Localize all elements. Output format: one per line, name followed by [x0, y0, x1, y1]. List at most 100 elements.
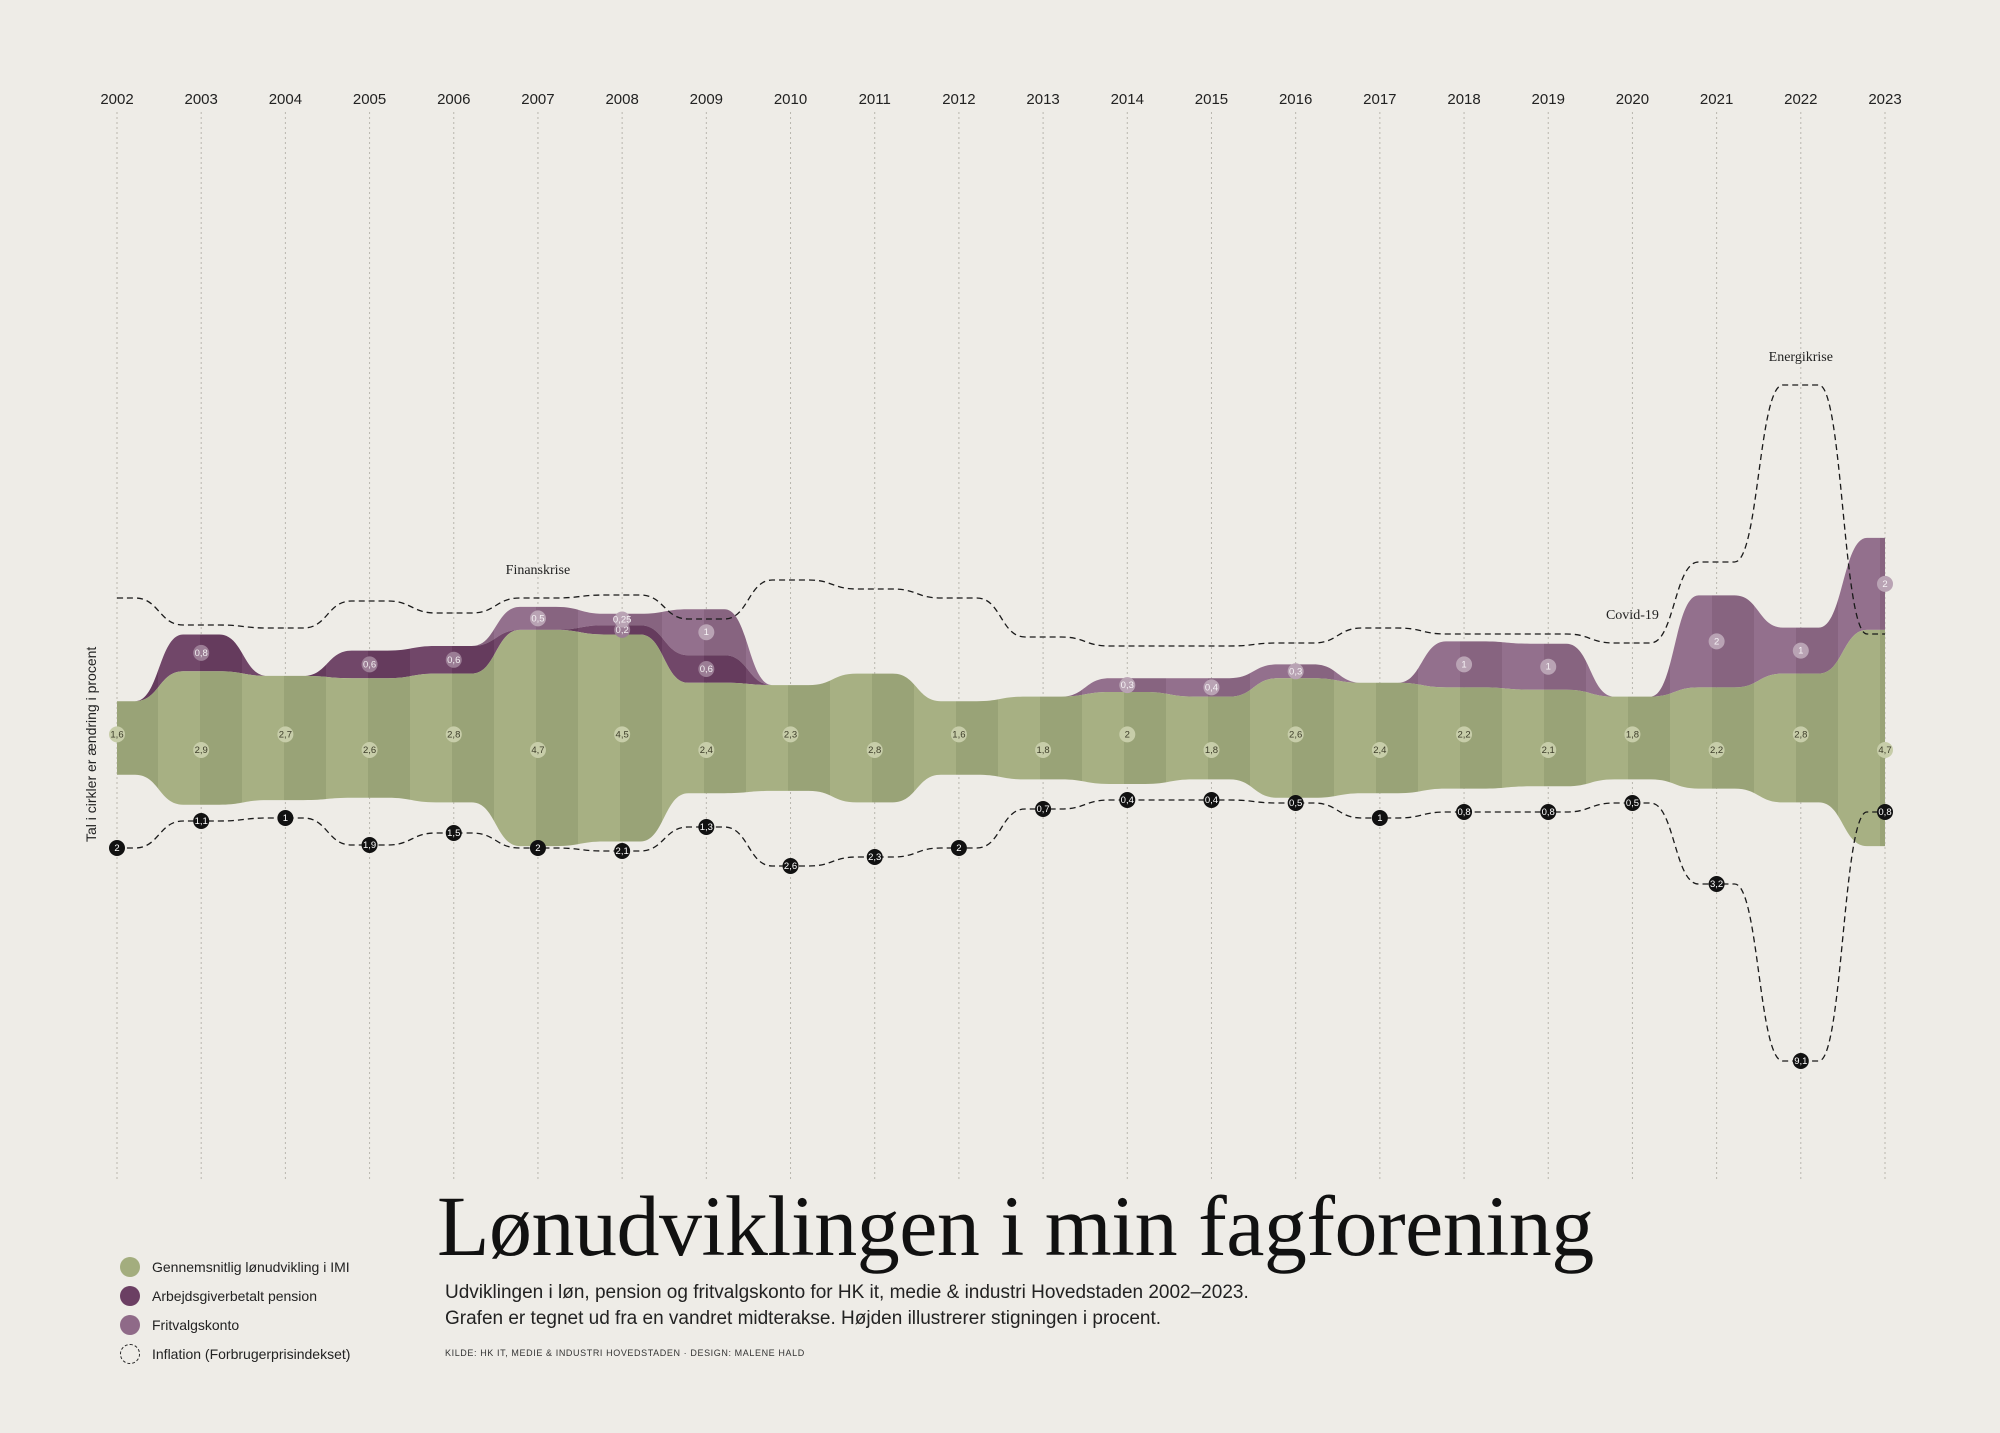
inflation-value-2013: 0,7: [1035, 801, 1052, 817]
salary-value-2017: 2,4: [1371, 742, 1388, 758]
salary-value-2010: 2,3: [782, 726, 799, 743]
svg-text:2,3: 2,3: [784, 729, 797, 740]
svg-text:0,8: 0,8: [1542, 807, 1555, 818]
salary-value-2005: 2,6: [361, 742, 378, 758]
year-label-2010: 2010: [774, 91, 807, 108]
inflation-lines: [117, 384, 1885, 1062]
legend-label-fritvalg: Fritvalgskonto: [152, 1316, 240, 1333]
inflation-value-2008: 2,1: [614, 843, 631, 859]
year-label-2002: 2002: [100, 91, 133, 108]
fritvalg-value-2015: 0,4: [1203, 679, 1220, 696]
svg-text:2,8: 2,8: [1794, 729, 1807, 740]
inflation-value-2006: 1,5: [445, 825, 462, 841]
year-label-2016: 2016: [1279, 91, 1312, 108]
svg-text:2,6: 2,6: [363, 745, 376, 756]
svg-text:1,6: 1,6: [952, 729, 965, 740]
year-label-2009: 2009: [690, 91, 723, 108]
svg-text:2,4: 2,4: [1373, 745, 1386, 756]
svg-text:2,8: 2,8: [868, 745, 881, 756]
salary-value-2018: 2,2: [1456, 726, 1473, 743]
inflation-value-2015: 0,4: [1203, 792, 1220, 808]
svg-text:1: 1: [1546, 662, 1551, 673]
svg-text:0,4: 0,4: [1121, 795, 1134, 806]
salary-value-2015: 1,8: [1203, 742, 1220, 758]
svg-text:0,2: 0,2: [616, 625, 629, 636]
svg-text:2,1: 2,1: [616, 846, 629, 857]
inflation-value-2005: 1,9: [361, 837, 378, 853]
y-axis-label: Tal i cirkler er ændring i procent: [83, 647, 99, 842]
svg-text:0,6: 0,6: [700, 664, 713, 675]
svg-text:1: 1: [1798, 646, 1803, 657]
fritvalg-value-2022: 1: [1792, 642, 1809, 659]
svg-text:3,2: 3,2: [1710, 879, 1723, 890]
svg-text:1,8: 1,8: [1205, 745, 1218, 756]
svg-text:1,5: 1,5: [447, 828, 460, 839]
salary-value-2012: 1,6: [950, 726, 967, 743]
inflation-value-2012: 2: [950, 840, 967, 856]
legend-item-fritvalg: Fritvalgskonto: [120, 1310, 350, 1339]
svg-text:2: 2: [956, 843, 961, 854]
svg-text:1,8: 1,8: [1036, 745, 1049, 756]
year-label-2021: 2021: [1700, 91, 1733, 108]
svg-text:2,4: 2,4: [700, 745, 713, 756]
svg-text:2: 2: [1882, 579, 1887, 590]
subtitle-line-2: Grafen er tegnet ud fra en vandret midte…: [445, 1308, 1162, 1329]
year-label-2012: 2012: [942, 91, 975, 108]
inflation-value-2023: 0,8: [1877, 804, 1893, 820]
svg-text:0,5: 0,5: [1626, 798, 1639, 809]
annotation-1: Covid-19: [1606, 608, 1659, 623]
year-label-2006: 2006: [437, 91, 470, 108]
legend-swatch-fritvalg: [120, 1314, 140, 1335]
svg-text:2,3: 2,3: [868, 852, 881, 863]
svg-text:2: 2: [114, 843, 119, 854]
inflation-value-2004: 1: [277, 810, 294, 826]
svg-text:2,2: 2,2: [1457, 729, 1470, 740]
inflation-line-lower: [117, 799, 1885, 1062]
salary-value-2008: 4,5: [614, 726, 631, 743]
inflation-value-2010: 2,6: [782, 858, 799, 874]
fritvalg-value-2021: 2: [1708, 633, 1725, 650]
salary-value-2009: 2,4: [698, 742, 715, 758]
svg-text:0,5: 0,5: [531, 613, 544, 624]
salary-value-2019: 2,1: [1540, 742, 1557, 758]
year-label-2015: 2015: [1195, 91, 1228, 108]
svg-text:0,6: 0,6: [363, 659, 376, 670]
inflation-value-2003: 1,1: [193, 813, 210, 829]
pension-value-2009: 0,6: [698, 661, 715, 677]
year-label-2004: 2004: [269, 91, 302, 108]
legend-item-salary: Gennemsnitlig lønudvikling i IMI: [120, 1252, 350, 1281]
legend-swatch-pension: [120, 1285, 140, 1306]
salary-value-2021: 2,2: [1708, 742, 1725, 758]
fritvalg-value-2023: 2: [1877, 575, 1893, 592]
year-label-2007: 2007: [521, 91, 554, 108]
svg-text:2: 2: [535, 843, 540, 854]
svg-text:1: 1: [283, 813, 288, 824]
svg-text:2,7: 2,7: [279, 729, 292, 740]
fritvalg-value-2019: 1: [1540, 658, 1557, 675]
svg-text:0,8: 0,8: [1878, 807, 1891, 818]
fritvalg-value-2016: 0,3: [1287, 663, 1304, 680]
svg-text:0,5: 0,5: [1289, 798, 1302, 809]
year-label-2020: 2020: [1616, 91, 1649, 108]
salary-value-2014: 2: [1119, 726, 1136, 743]
svg-text:0,4: 0,4: [1205, 795, 1218, 806]
salary-value-2007: 4,7: [529, 742, 546, 758]
year-label-2022: 2022: [1784, 91, 1817, 108]
svg-text:4,5: 4,5: [616, 729, 629, 740]
inflation-value-2021: 3,2: [1708, 876, 1725, 892]
inflation-value-2018: 0,8: [1456, 804, 1473, 820]
fritvalg-value-2007: 0,5: [529, 610, 546, 627]
fritvalg-value-2008: 0,25: [613, 611, 631, 628]
year-label-2014: 2014: [1111, 91, 1144, 108]
salary-value-2006: 2,8: [445, 726, 462, 743]
event-annotations: Finanskrise Covid-19 Energikrise: [506, 350, 1833, 623]
svg-text:0,3: 0,3: [1289, 666, 1302, 677]
inflation-value-2022: 9,1: [1792, 1053, 1809, 1069]
fritvalg-value-2014: 0,3: [1119, 677, 1136, 694]
inflation-value-2017: 1: [1371, 810, 1388, 826]
salary-value-2020: 1,8: [1624, 726, 1641, 743]
svg-text:0,6: 0,6: [447, 655, 460, 666]
legend-label-pension: Arbejdsgiverbetalt pension: [152, 1287, 317, 1304]
subtitle-line-1: Udviklingen i løn, pension og fritvalgsk…: [445, 1282, 1249, 1303]
inflation-value-2016: 0,5: [1287, 795, 1304, 811]
